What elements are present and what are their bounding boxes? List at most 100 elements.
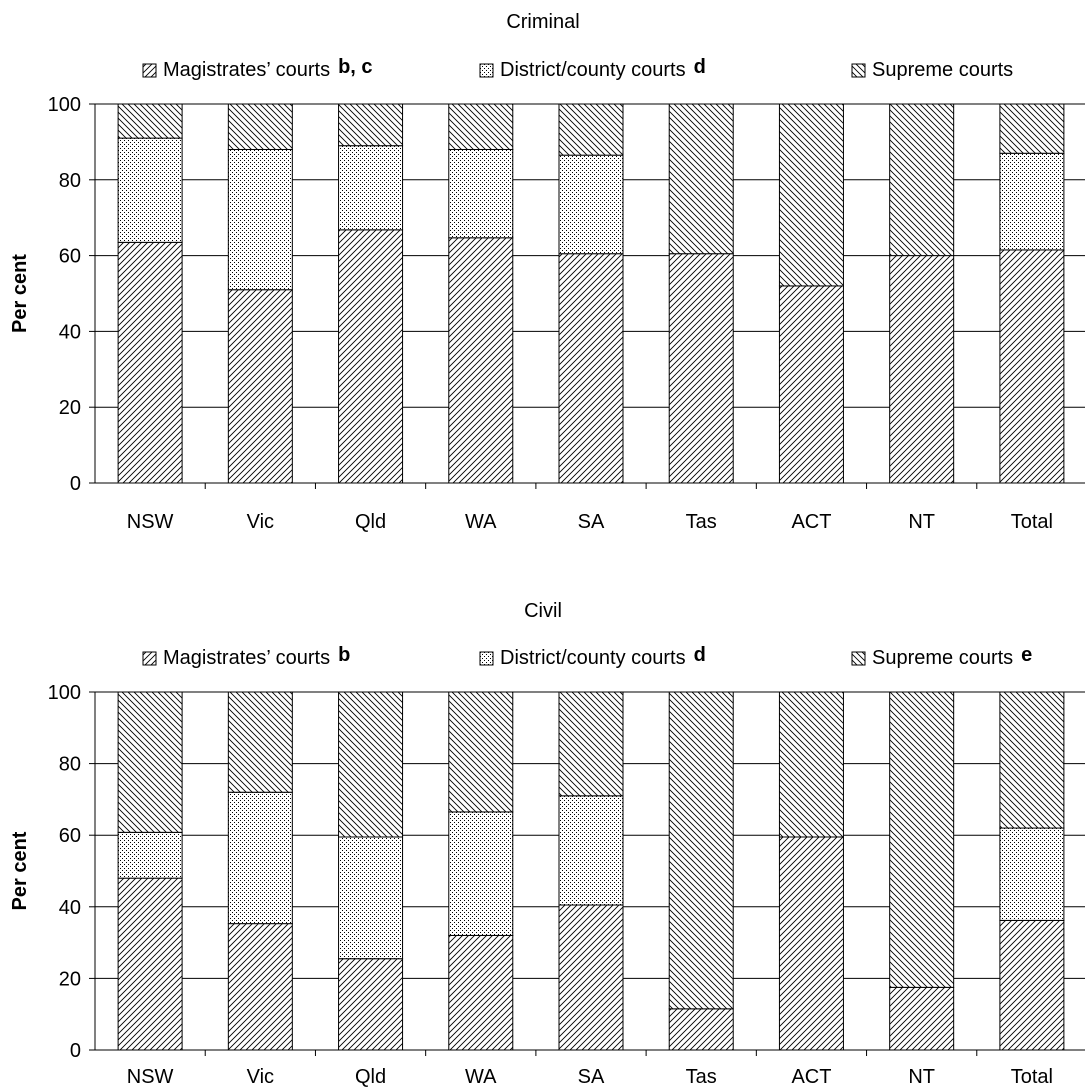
category-label: Vic [247,511,274,533]
bar-segment [889,691,955,988]
chart-title: Civil [524,600,562,622]
bar-segment [558,253,624,484]
legend-note: b, c [338,56,372,78]
bar-segment [999,827,1065,921]
bar-segment [338,145,404,231]
bar-segment [668,1008,734,1051]
legend-label: Supreme courts [872,59,1013,81]
category-label: NT [908,1066,935,1088]
y-tick-label: 100 [48,94,81,116]
category-label: ACT [791,511,831,533]
bar-segment [227,691,293,793]
legend-note: e [1021,644,1032,666]
category-label: Vic [247,1066,274,1088]
chart-1: Civil Magistrates’ courts b District/county… [9,600,1085,1088]
legend-note: d [694,56,706,78]
chart-0: Criminal Magistrates’ courts b, c District/… [9,11,1085,533]
bar-segment [448,811,514,936]
category-label: Tas [686,511,717,533]
bar-segment [889,103,955,257]
bar-segment [448,237,514,484]
bar-segment [778,285,844,484]
category-label: ACT [791,1066,831,1088]
legend-swatch [851,63,866,78]
bar-segment [448,934,514,1051]
bar-segment [117,103,183,139]
bar-segment [117,831,183,879]
bar-segment [668,253,734,484]
legend-label: District/county courts [500,647,686,669]
bar-segment [999,919,1065,1051]
legend-label: Supreme courts [872,647,1013,669]
bar-segment [227,148,293,291]
bar-segment [889,986,955,1051]
bar-segment [117,137,183,243]
bar-segment [999,103,1065,154]
y-axis-label: Per cent [9,254,31,333]
bar-segment [778,691,844,838]
legend-swatch [142,63,157,78]
bar-segment [999,691,1065,829]
y-tick-label: 0 [70,1040,81,1062]
category-label: Total [1011,511,1053,533]
bar-segment [227,923,293,1051]
category-label: WA [465,511,497,533]
category-label: NT [908,511,935,533]
legend-swatch [851,651,866,666]
y-tick-label: 20 [59,397,81,419]
legend-swatch [479,651,494,666]
category-label: SA [578,1066,605,1088]
legend-label: Magistrates’ courts [163,647,330,669]
bar-segment [448,103,514,150]
y-tick-label: 20 [59,968,81,990]
legend-label: District/county courts [500,59,686,81]
bar-segment [558,103,624,156]
y-tick-label: 80 [59,170,81,192]
bar-segment [117,241,183,484]
legend-label: Magistrates’ courts [163,59,330,81]
category-label: Qld [355,1066,386,1088]
bar-segment [558,691,624,797]
bar-segment [999,249,1065,484]
bar-segment [558,154,624,255]
y-axis-label: Per cent [9,831,31,910]
category-label: WA [465,1066,497,1088]
y-tick-label: 40 [59,321,81,343]
bar-segment [338,229,404,484]
y-tick-label: 40 [59,897,81,919]
bar-segment [668,103,734,255]
y-tick-label: 60 [59,825,81,847]
bar-segment [227,791,293,925]
category-label: NSW [127,511,174,533]
y-tick-label: 80 [59,754,81,776]
legend-note: b [338,644,350,666]
y-tick-label: 0 [70,473,81,495]
y-tick-label: 100 [48,682,81,704]
category-label: Total [1011,1066,1053,1088]
bar-segment [338,958,404,1051]
bar-segment [889,255,955,484]
bar-segment [668,691,734,1010]
y-tick-label: 60 [59,246,81,268]
category-label: SA [578,511,605,533]
legend-swatch [479,63,494,78]
bar-segment [999,152,1065,251]
bar-segment [778,836,844,1051]
bar-segment [117,877,183,1051]
bar-segment [558,795,624,906]
bar-segment [448,691,514,813]
legend-note: d [694,644,706,666]
category-label: Tas [686,1066,717,1088]
bar-segment [338,103,404,147]
chart-title: Criminal [506,11,579,33]
bar-segment [558,904,624,1051]
category-label: NSW [127,1066,174,1088]
bar-segment [338,691,404,838]
bar-segment [227,103,293,150]
bar-segment [778,103,844,287]
category-label: Qld [355,511,386,533]
legend-swatch [142,651,157,666]
bar-segment [227,289,293,484]
